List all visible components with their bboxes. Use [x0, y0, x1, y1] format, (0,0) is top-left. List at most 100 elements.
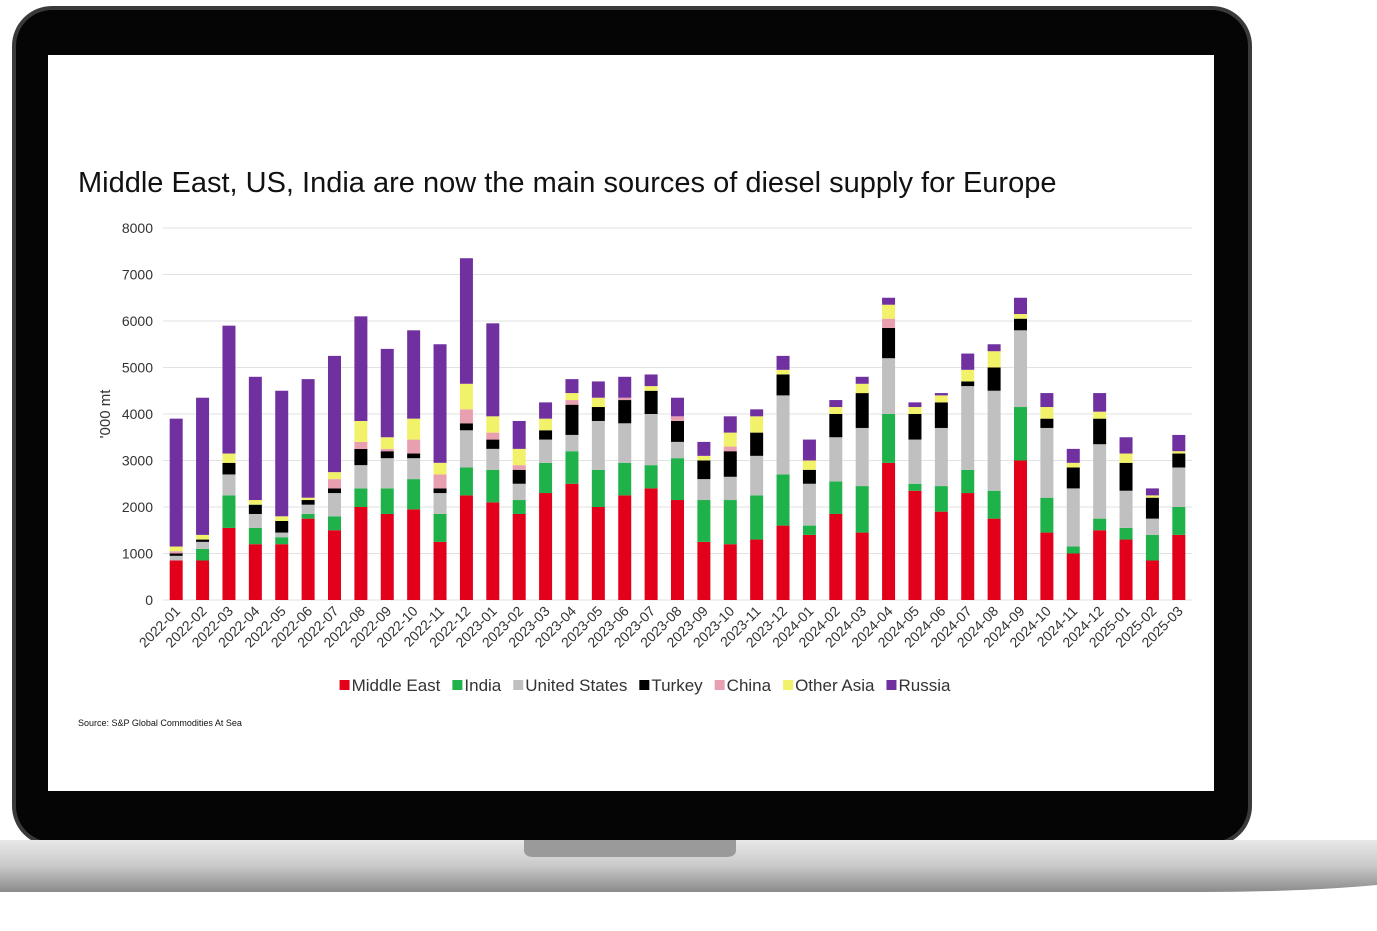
bar-segment — [1172, 453, 1186, 468]
bar-segment — [1119, 453, 1133, 463]
bar-segment — [697, 541, 711, 600]
bar-segment — [328, 472, 341, 480]
bar-segment — [723, 476, 737, 501]
bar-segment — [354, 488, 368, 507]
bar-segment — [275, 532, 289, 538]
bar-segment — [565, 404, 579, 435]
bar-segment — [697, 455, 711, 461]
bar-segment — [882, 297, 896, 305]
legend: Middle East India United States Turkey China… — [339, 676, 951, 695]
bar-segment — [301, 497, 315, 501]
bar-segment — [169, 551, 183, 554]
bar-segment — [196, 539, 210, 542]
bar-segment — [1040, 407, 1054, 419]
bar-segment — [961, 369, 975, 382]
bar-segment — [776, 355, 790, 370]
bar-segment — [987, 390, 1001, 491]
bar-segment — [380, 488, 394, 514]
bar-segment — [882, 327, 896, 359]
bar-segment — [1040, 418, 1054, 428]
bar-segment — [882, 462, 896, 600]
bar-segment — [222, 325, 236, 454]
bar-segment — [486, 439, 500, 449]
bar-segment — [301, 513, 315, 519]
bar-segment — [354, 316, 368, 421]
bar-segment — [275, 390, 289, 517]
legend-swatch — [783, 680, 794, 690]
bar-segment — [1145, 497, 1159, 519]
bar-segment — [697, 479, 711, 501]
bar-segment — [1093, 530, 1107, 600]
legend-swatch — [513, 680, 524, 690]
bar-segment — [433, 488, 447, 494]
bar-segment — [380, 448, 394, 452]
bar-segment — [1066, 467, 1080, 489]
y-axis-label: '000 mt — [97, 389, 114, 439]
bar-segment — [750, 432, 764, 456]
bar-segment — [459, 409, 473, 424]
bar-segment — [328, 355, 341, 473]
bar-segment — [1093, 393, 1107, 412]
bar-segment — [248, 376, 262, 501]
legend-swatch — [639, 680, 650, 690]
bar-segment — [248, 504, 262, 514]
bar-segment — [196, 534, 210, 540]
bar-segment — [1119, 437, 1133, 454]
bar-segment — [196, 541, 210, 549]
bar-segment — [855, 383, 869, 394]
bar-segment — [618, 397, 632, 401]
bar-segment — [829, 407, 843, 414]
bar-segment — [855, 376, 869, 384]
bar-segment — [407, 458, 421, 480]
bar-segment — [380, 451, 394, 459]
bar-segment — [644, 386, 658, 391]
bar-segment — [169, 418, 183, 547]
bar-segment — [882, 414, 896, 463]
bar-segment — [565, 483, 579, 600]
laptop-base — [0, 840, 1377, 892]
bar-segment — [776, 369, 790, 375]
bar-segment — [591, 420, 605, 470]
bar-segment — [433, 344, 447, 463]
bar-segment — [987, 344, 1001, 352]
bar-segment — [1040, 393, 1054, 408]
bar-segment — [222, 453, 236, 463]
bar-segment — [407, 453, 421, 459]
bar-segment — [829, 513, 843, 600]
bar-segment — [723, 500, 737, 545]
bar-segment — [433, 493, 447, 514]
bar-segment — [644, 488, 658, 600]
bar-segment — [961, 469, 975, 494]
bar-segment — [539, 402, 553, 419]
bar-segment — [961, 381, 975, 387]
bar-segment — [1119, 527, 1133, 540]
bar-segment — [591, 407, 605, 421]
bar-segment — [829, 437, 843, 482]
bar-segment — [934, 511, 948, 600]
bar-segment — [802, 469, 816, 484]
bar-segment — [248, 500, 262, 505]
bar-segment — [407, 439, 421, 454]
bar-segment — [222, 527, 236, 600]
y-tick-label: 1000 — [122, 546, 153, 562]
bar-segment — [565, 393, 579, 401]
legend-swatch — [452, 680, 463, 690]
bar-segment — [750, 409, 764, 417]
bar-segment — [1040, 497, 1054, 533]
bar-segment — [512, 465, 526, 470]
bar-segment — [539, 430, 553, 440]
bar-segment — [591, 469, 605, 507]
bar-segment — [1014, 318, 1027, 331]
bar-segment — [882, 358, 896, 414]
bar-segment — [222, 462, 236, 475]
bar-segment — [1119, 462, 1133, 491]
legend-label: Middle East — [352, 676, 441, 695]
bar-segment — [644, 465, 658, 489]
bar-segment — [380, 437, 394, 449]
bar-segment — [196, 548, 210, 561]
bar-segment — [1145, 560, 1159, 600]
y-tick-label: 7000 — [122, 267, 153, 283]
bar-segment — [671, 441, 684, 459]
bar-segment — [776, 474, 790, 526]
bar-segment — [459, 423, 473, 431]
